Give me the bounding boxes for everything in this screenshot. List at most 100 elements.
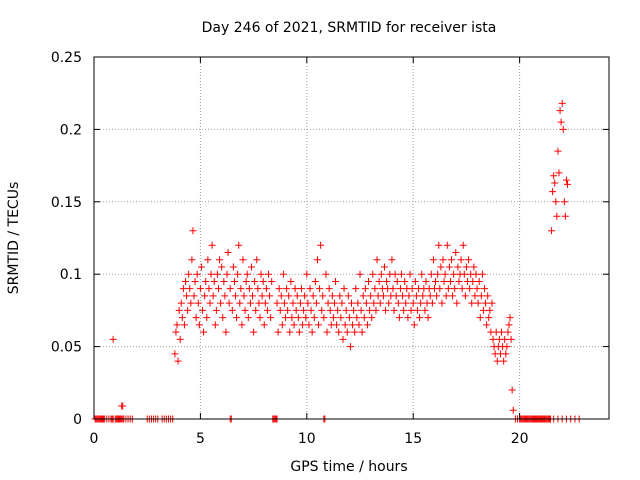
data-point xyxy=(305,321,313,329)
data-point xyxy=(432,277,440,285)
data-point xyxy=(421,306,429,314)
data-point xyxy=(244,314,252,322)
data-point xyxy=(388,256,396,264)
y-axis: 0 0.05 0.1 0.15 0.2 0.25 xyxy=(51,50,609,428)
data-point xyxy=(436,285,444,293)
data-point xyxy=(205,285,213,293)
data-point xyxy=(484,292,492,300)
data-point xyxy=(449,292,457,300)
data-point xyxy=(424,314,432,322)
data-point xyxy=(500,357,508,365)
data-point xyxy=(343,328,351,336)
data-point xyxy=(503,343,511,351)
data-point xyxy=(307,306,315,314)
data-point xyxy=(206,299,214,307)
data-point xyxy=(509,406,517,414)
data-point xyxy=(312,299,320,307)
data-point xyxy=(561,212,569,220)
data-point xyxy=(306,285,314,293)
data-point xyxy=(551,179,559,187)
data-point xyxy=(360,314,368,322)
data-point xyxy=(288,314,296,322)
data-point xyxy=(250,328,258,336)
data-point xyxy=(185,270,193,278)
data-point xyxy=(290,321,298,329)
data-point xyxy=(433,292,441,300)
data-point xyxy=(237,285,245,293)
y-tick-label: 0.05 xyxy=(51,340,82,356)
data-point xyxy=(556,107,564,115)
data-point xyxy=(213,270,221,278)
data-point xyxy=(197,263,205,271)
data-point xyxy=(404,314,412,322)
data-point xyxy=(369,270,377,278)
data-point xyxy=(183,292,191,300)
data-point xyxy=(283,285,291,293)
data-point xyxy=(471,292,479,300)
data-point xyxy=(242,277,250,285)
data-point xyxy=(486,306,494,314)
data-point xyxy=(267,314,275,322)
data-point xyxy=(437,263,445,271)
data-point xyxy=(506,314,514,322)
data-points xyxy=(92,100,583,423)
data-point xyxy=(261,299,269,307)
data-point xyxy=(383,277,391,285)
data-point xyxy=(200,328,208,336)
data-point xyxy=(368,314,376,322)
data-point xyxy=(472,270,480,278)
data-point xyxy=(366,306,374,314)
data-point xyxy=(195,321,203,329)
data-point xyxy=(247,263,255,271)
data-point xyxy=(507,335,515,343)
data-point xyxy=(422,277,430,285)
data-point xyxy=(474,299,482,307)
data-point xyxy=(178,314,186,322)
data-point xyxy=(315,321,323,329)
data-point xyxy=(390,306,398,314)
data-point xyxy=(275,285,283,293)
data-point xyxy=(448,256,456,264)
data-point xyxy=(441,270,449,278)
data-point xyxy=(119,402,127,410)
data-point xyxy=(228,306,236,314)
data-point xyxy=(240,292,248,300)
y-tick-label: 0.2 xyxy=(60,122,82,138)
data-point xyxy=(208,241,216,249)
data-point xyxy=(482,299,490,307)
data-point xyxy=(444,285,452,293)
data-point xyxy=(417,299,425,307)
data-point xyxy=(313,256,321,264)
data-point xyxy=(235,241,243,249)
data-point xyxy=(402,299,410,307)
y-axis-label: SRMTID / TECUs xyxy=(6,182,22,295)
data-point xyxy=(268,277,276,285)
data-point xyxy=(395,314,403,322)
data-point xyxy=(282,314,290,322)
data-point xyxy=(253,256,261,264)
data-point xyxy=(453,299,461,307)
data-point xyxy=(427,270,435,278)
data-point xyxy=(286,328,294,336)
x-tick-label: 20 xyxy=(511,431,529,447)
data-point xyxy=(341,321,349,329)
data-point xyxy=(324,299,332,307)
data-point xyxy=(401,277,409,285)
data-point xyxy=(465,256,473,264)
data-point xyxy=(550,172,558,180)
data-point xyxy=(445,263,453,271)
data-point xyxy=(353,314,361,322)
data-point xyxy=(379,292,387,300)
plot-frame xyxy=(93,56,610,420)
data-point xyxy=(344,292,352,300)
data-point xyxy=(371,285,379,293)
data-point xyxy=(438,299,446,307)
data-point xyxy=(493,357,501,365)
data-point xyxy=(440,277,448,285)
data-point xyxy=(354,299,362,307)
data-point xyxy=(333,321,341,329)
data-point xyxy=(439,256,447,264)
data-point xyxy=(564,180,572,188)
data-point xyxy=(394,299,402,307)
